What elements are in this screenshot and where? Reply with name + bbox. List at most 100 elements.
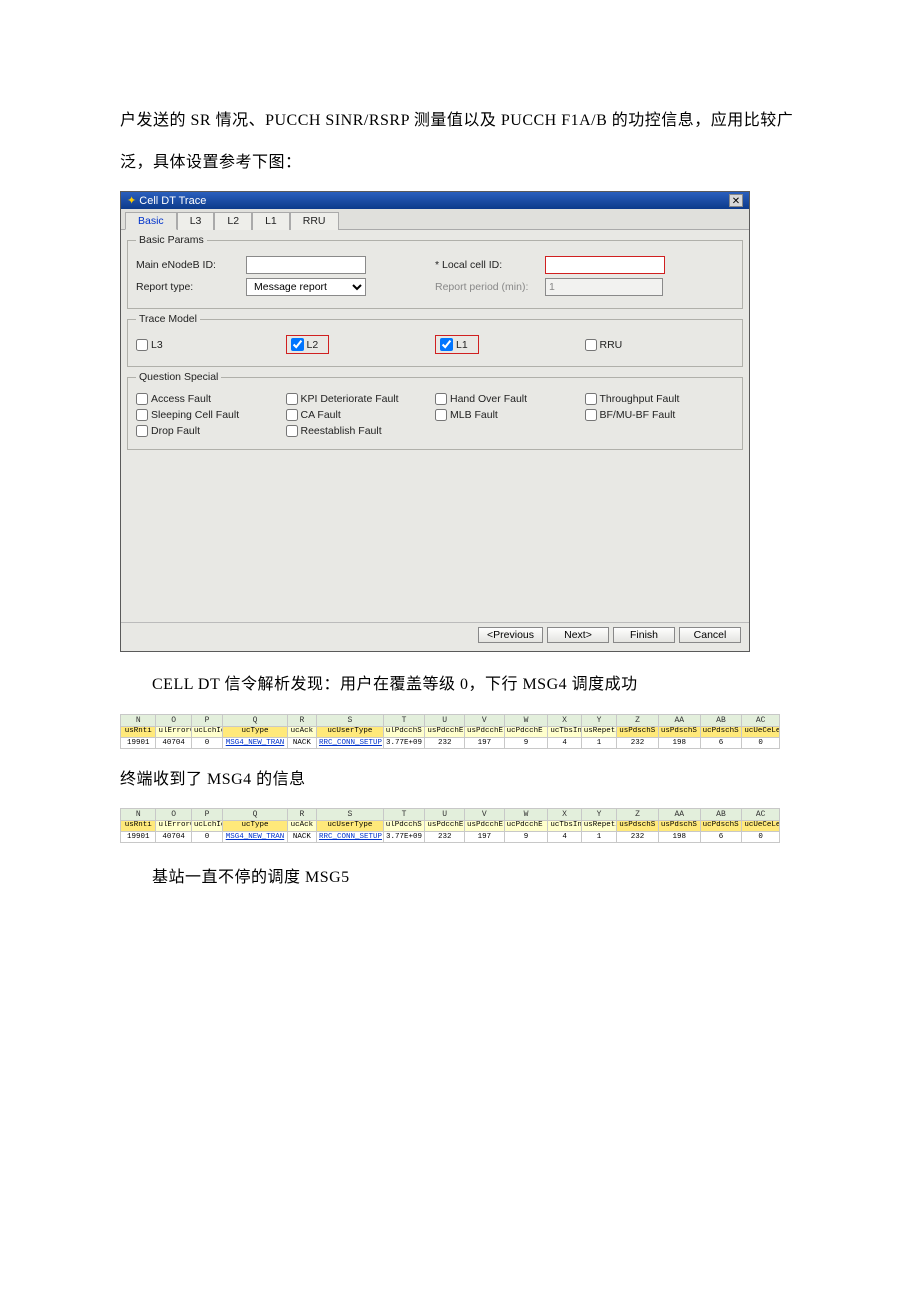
report-period-label: Report period (min): — [435, 281, 545, 293]
xl-col-letter: N — [121, 809, 156, 821]
next-button[interactable]: Next> — [547, 627, 609, 643]
xl-header-cell: usRepeti tionNum — [581, 726, 616, 737]
dialog-tabs: Basic L3 L2 L1 RRU — [121, 209, 749, 230]
xl-data-cell: 232 — [425, 832, 465, 843]
xl-data-cell: 40704 — [156, 832, 191, 843]
xl-data-cell: 6 — [700, 737, 742, 748]
local-cell-input[interactable] — [545, 256, 665, 274]
tab-l2[interactable]: L2 — [214, 212, 252, 230]
trace-l3-check[interactable]: L3 — [136, 339, 163, 351]
bf-fault-check[interactable]: BF/MU-BF Fault — [585, 409, 676, 421]
access-fault-check[interactable]: Access Fault — [136, 393, 211, 405]
xl-col-letter: Z — [617, 809, 659, 821]
xl-col-letter: R — [287, 714, 316, 726]
xl-col-letter: AA — [658, 809, 700, 821]
xl-col-letter: V — [465, 714, 505, 726]
xl-header-cell: ulErrorC ode — [156, 821, 191, 832]
finish-button[interactable]: Finish — [613, 627, 675, 643]
xl-data-cell: 198 — [658, 832, 700, 843]
report-type-select[interactable]: Message report — [246, 278, 366, 296]
xl-col-letter: Y — [581, 809, 616, 821]
xl-col-letter: Y — [581, 714, 616, 726]
sleeping-fault-check[interactable]: Sleeping Cell Fault — [136, 409, 239, 421]
mid-paragraph-2: 终端收到了 MSG4 的信息 — [120, 759, 800, 801]
xl-col-letter: N — [121, 714, 156, 726]
tab-l1[interactable]: L1 — [252, 212, 290, 230]
previous-button[interactable]: <Previous — [478, 627, 543, 643]
dialog-title-text: ✦ Cell DT Trace — [127, 194, 206, 207]
xl-header-cell: usPdcchE ndSfn — [465, 726, 505, 737]
xl-header-cell: usPdschS tartSfn — [658, 726, 700, 737]
question-special-section: Question Special Access Fault KPI Deteri… — [127, 371, 743, 450]
mlb-fault-check[interactable]: MLB Fault — [435, 409, 498, 421]
trace-rru-check[interactable]: RRU — [585, 339, 623, 351]
throughput-fault-check[interactable]: Throughput Fault — [585, 393, 680, 405]
xl-col-letter: X — [548, 714, 581, 726]
xl-data-cell: NACK — [287, 737, 316, 748]
xl-data-cell: 6 — [700, 832, 742, 843]
xl-header-cell: usPdschS tartSfn — [658, 821, 700, 832]
xl-header-cell: ulPdcchS tartTti — [383, 726, 425, 737]
xl-data-cell: 4 — [548, 832, 581, 843]
xl-header-cell: ucLchId — [191, 726, 222, 737]
xl-data-cell: 232 — [617, 832, 659, 843]
xl-header-cell: usRnti — [121, 726, 156, 737]
xl-header-cell: ucUeCeLe vel — [742, 726, 780, 737]
xl-col-letter: Q — [223, 714, 288, 726]
tab-l3[interactable]: L3 — [177, 212, 215, 230]
tab-basic[interactable]: Basic — [125, 212, 177, 230]
close-icon[interactable]: ✕ — [729, 194, 743, 207]
xl-col-letter: W — [504, 714, 548, 726]
xl-header-cell: ucTbsInd ex — [548, 726, 581, 737]
drop-fault-check[interactable]: Drop Fault — [136, 425, 200, 437]
xl-data-cell: 197 — [465, 832, 505, 843]
xl-data-cell: 0 — [191, 737, 222, 748]
xl-header-cell: ulErrorC ode — [156, 726, 191, 737]
cell-dt-trace-dialog: ✦ Cell DT Trace ✕ Basic L3 L2 L1 RRU Bas… — [120, 191, 750, 652]
xl-header-cell: ucPdcchE ndSubFrm — [504, 821, 548, 832]
xl-data-cell: 19901 — [121, 737, 156, 748]
xl-header-cell: ucLchId — [191, 821, 222, 832]
xl-data-cell: 232 — [617, 737, 659, 748]
kpi-fault-check[interactable]: KPI Deteriorate Fault — [286, 393, 399, 405]
dialog-footer: <Previous Next> Finish Cancel — [121, 622, 749, 647]
xl-header-cell: usPdschS tartHsfn — [617, 821, 659, 832]
report-type-label: Report type: — [136, 281, 246, 293]
handover-fault-check[interactable]: Hand Over Fault — [435, 393, 527, 405]
xl-header-cell: ucType — [223, 726, 288, 737]
reestablish-fault-check[interactable]: Reestablish Fault — [286, 425, 382, 437]
xl-table-1: NOPQRSTUVWXYZAAABACusRntiulErrorC odeucL… — [120, 714, 800, 749]
xl-col-letter: U — [425, 714, 465, 726]
xl-header-cell: ucUserType — [316, 726, 383, 737]
xl-header-cell: usPdcchE ndHsfn — [425, 726, 465, 737]
xl-data-cell: 0 — [742, 737, 780, 748]
trace-l1-check[interactable]: L1 — [435, 335, 479, 354]
xl-header-cell: usRnti — [121, 821, 156, 832]
xl-col-letter: O — [156, 714, 191, 726]
xl-data-cell: 1 — [581, 737, 616, 748]
xl-header-cell: ucTbsInd ex — [548, 821, 581, 832]
xl-data-cell: 4 — [548, 737, 581, 748]
dialog-titlebar: ✦ Cell DT Trace ✕ — [121, 192, 749, 209]
trace-l2-check[interactable]: L2 — [286, 335, 330, 354]
ca-fault-check[interactable]: CA Fault — [286, 409, 341, 421]
xl-col-letter: P — [191, 809, 222, 821]
question-special-legend: Question Special — [136, 371, 221, 383]
xl-data-cell: 40704 — [156, 737, 191, 748]
main-enodeb-input[interactable] — [246, 256, 366, 274]
basic-params-legend: Basic Params — [136, 234, 207, 246]
xl-col-letter: AC — [742, 714, 780, 726]
tab-rru[interactable]: RRU — [290, 212, 339, 230]
xl-header-cell: ucUserType — [316, 821, 383, 832]
xl-table-2: NOPQRSTUVWXYZAAABACusRntiulErrorC odeucL… — [120, 808, 800, 843]
cancel-button[interactable]: Cancel — [679, 627, 741, 643]
xl-header-cell: ucPdschS tartSubF rm — [700, 726, 742, 737]
xl-data-cell: 1 — [581, 832, 616, 843]
xl-col-letter: P — [191, 714, 222, 726]
xl-col-letter: AB — [700, 809, 742, 821]
xl-header-cell: usPdschS tartHsfn — [617, 726, 659, 737]
xl-data-cell: 198 — [658, 737, 700, 748]
xl-data-cell: 3.77E+09 — [383, 832, 425, 843]
xl-header-cell: ucAck — [287, 821, 316, 832]
xl-data-cell: 232 — [425, 737, 465, 748]
